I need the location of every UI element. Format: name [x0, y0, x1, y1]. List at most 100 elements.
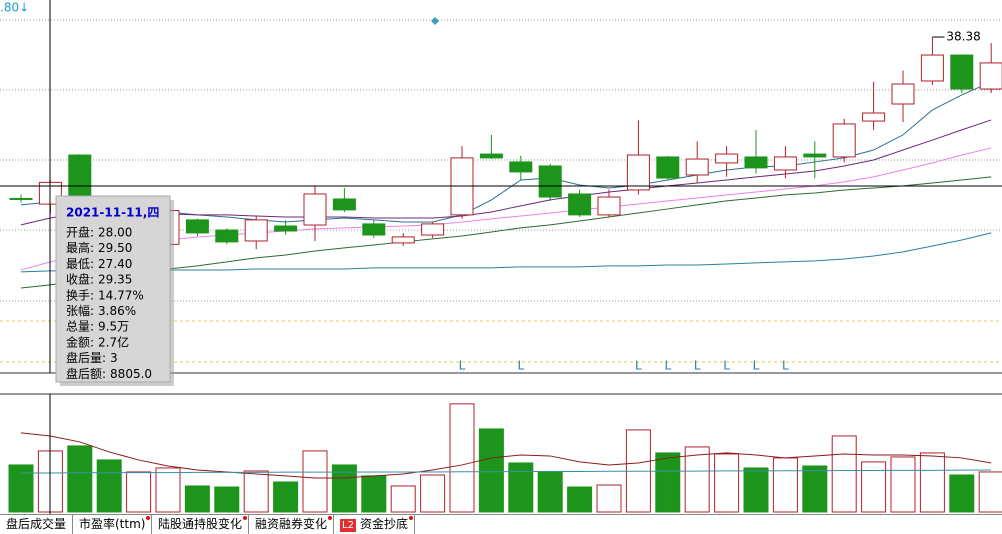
tab[interactable]: 陆股通持股变化 — [152, 515, 250, 534]
candle-body — [303, 193, 327, 226]
ma-line — [20, 81, 992, 223]
candle-body — [274, 225, 298, 232]
candle-body — [979, 62, 1002, 90]
tab-label: 盘后成交量 — [6, 517, 67, 531]
event-marker — [431, 17, 439, 25]
volume-bar — [949, 474, 975, 513]
volume-bar — [449, 403, 475, 513]
candle-body — [626, 154, 650, 191]
notice-dot — [146, 516, 150, 520]
candle-body — [479, 153, 503, 159]
tooltip-box — [55, 195, 171, 383]
l-marker: L — [782, 359, 789, 373]
tooltip-value: 29.50 — [98, 241, 132, 255]
tab-label: 陆股通持股变化 — [158, 517, 243, 531]
volume-bar — [331, 464, 357, 513]
l-marker: L — [664, 359, 671, 373]
volume-bar — [8, 464, 34, 513]
notice-dot — [328, 516, 332, 520]
chart: L L L L L L L L 38.38 .80↓ 2021-11-11,四 开盘: 28.00… — [0, 0, 1002, 514]
volume-bar — [714, 453, 740, 513]
tab[interactable]: L2 资金抄底 — [334, 515, 415, 534]
candle-body — [509, 161, 533, 173]
l-marker: L — [517, 359, 524, 373]
volume-bar — [184, 485, 210, 513]
volume-bar — [155, 467, 181, 513]
volume-bar — [567, 486, 593, 513]
candle-body — [362, 223, 386, 236]
tooltip-value: 28.00 — [98, 226, 132, 240]
candle-body — [421, 223, 445, 236]
tab-label: 市盈率(ttm) — [79, 517, 146, 531]
l-marker: L — [753, 359, 760, 373]
tooltip-label: 盘后额: — [66, 366, 106, 381]
candle-body — [891, 83, 915, 105]
candle-body — [862, 112, 886, 122]
l-marker: L — [694, 359, 701, 373]
volume-bar — [831, 435, 857, 513]
tooltip-value: 29.35 — [98, 273, 132, 287]
tooltip-label: 开盘: — [66, 225, 94, 240]
volume-bar — [978, 471, 1002, 513]
volume-bar — [273, 481, 299, 513]
volume-bar — [390, 485, 416, 513]
tooltip-label: 收盘: — [66, 272, 94, 287]
volume-bar — [802, 465, 828, 513]
l-marker: L — [635, 359, 642, 373]
volume-bar — [743, 467, 769, 513]
ma-line — [20, 432, 992, 479]
volume-panel — [8, 403, 1002, 513]
candle-body — [950, 54, 974, 90]
grid — [0, 19, 1002, 302]
volume-bar — [214, 486, 240, 513]
volume-bar — [361, 475, 387, 513]
tooltip-value: 9.5万 — [98, 320, 129, 334]
notice-dot — [243, 516, 247, 520]
tab-bar: 盘后成交量 市盈率(ttm) 陆股通持股变化 融资融券变化 L2 资金抄底 — [0, 514, 1002, 534]
volume-bar — [508, 462, 534, 513]
candle-body — [332, 198, 356, 211]
tooltip-value: 27.40 — [98, 257, 132, 271]
tab[interactable]: 盘后成交量 — [0, 515, 74, 534]
candle-body — [773, 156, 797, 171]
tooltip-label: 总量: — [66, 320, 94, 334]
candle-body — [597, 196, 621, 216]
tooltip-label: 换手: — [66, 288, 94, 302]
tooltip-value: 2.7亿 — [98, 334, 129, 349]
tooltip-value: 8805.0 — [110, 367, 152, 381]
l-marker: L — [723, 359, 730, 373]
badge: L2 — [340, 519, 356, 532]
candle-body — [185, 219, 209, 234]
volume-bar — [302, 450, 328, 513]
candle-body — [744, 156, 768, 169]
corner-label: .80↓ — [0, 1, 29, 15]
volume-bar — [861, 461, 887, 513]
volume-bar — [684, 446, 710, 513]
price-panel: L L L L L L L L 38.38 — [9, 30, 1002, 373]
tab[interactable]: 市盈率(ttm) — [73, 515, 153, 534]
ma-line — [20, 147, 992, 271]
volume-bar — [126, 471, 152, 513]
tab-label: 资金抄底 — [359, 517, 408, 531]
tab[interactable]: 融资融券变化 — [249, 515, 335, 534]
tooltip-value: 14.77% — [98, 288, 144, 302]
volume-bar — [596, 484, 622, 513]
candle-body — [685, 158, 709, 176]
candle-body — [215, 229, 239, 243]
tooltip-label: 最低: — [66, 257, 94, 271]
volume-bar — [67, 445, 93, 513]
volume-bar — [919, 452, 945, 513]
candle-body — [68, 154, 92, 200]
candle-body — [656, 156, 680, 179]
notice-dot — [409, 516, 413, 520]
candle-body — [832, 123, 856, 158]
ma-line — [20, 232, 992, 273]
volume-bar — [537, 471, 563, 513]
candle-body — [920, 54, 944, 82]
candle-body — [9, 197, 33, 200]
volume-bar — [890, 456, 916, 513]
ma-line — [20, 119, 992, 226]
tooltip-label: 张幅: — [66, 303, 94, 318]
tooltip-label: 金额: — [66, 334, 94, 349]
candle-body — [244, 219, 268, 242]
